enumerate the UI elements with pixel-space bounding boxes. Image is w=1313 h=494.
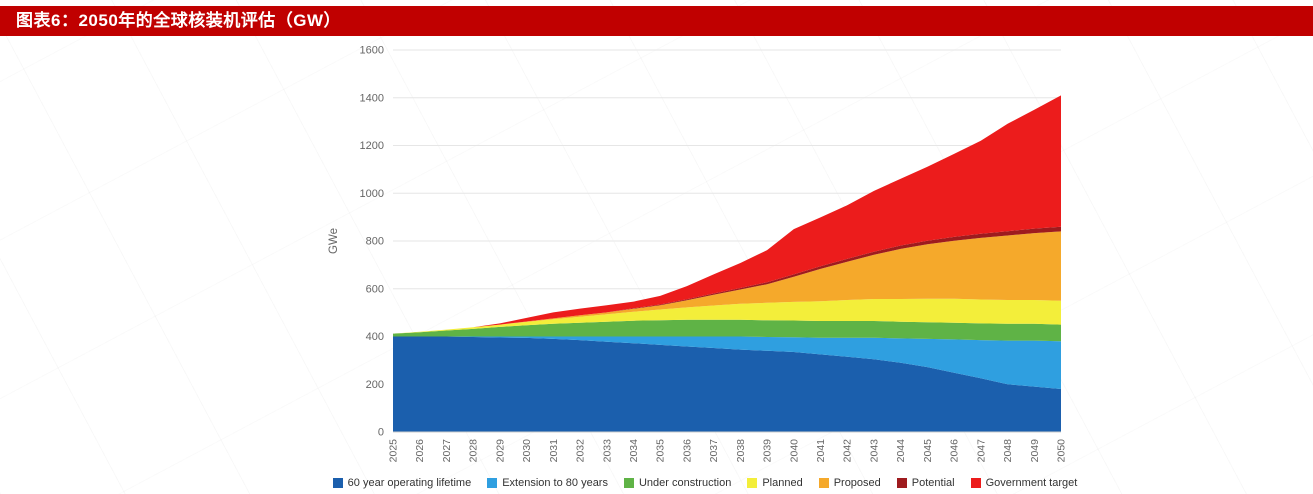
svg-text:2042: 2042	[842, 439, 854, 463]
legend-swatch	[747, 478, 758, 488]
svg-text:600: 600	[366, 283, 384, 295]
svg-text:2031: 2031	[548, 439, 560, 463]
svg-text:2040: 2040	[788, 439, 800, 463]
legend-swatch	[487, 478, 498, 488]
svg-text:1400: 1400	[360, 92, 384, 104]
legend-item: Government target	[970, 477, 1078, 489]
svg-text:2027: 2027	[441, 439, 453, 463]
legend-label: Potential	[911, 477, 955, 489]
legend-item: Under construction	[623, 477, 732, 489]
chart-area: 0 200 400 600 800 1000 1200 1400 1600 2025 2026 202…	[315, 40, 1095, 490]
svg-text:2032: 2032	[575, 439, 587, 463]
svg-text:200: 200	[366, 379, 384, 391]
svg-text:1600: 1600	[360, 45, 384, 57]
svg-text:2026: 2026	[414, 439, 426, 463]
svg-text:2034: 2034	[628, 439, 640, 463]
chart-legend: 60 year operating lifetime Extension to 8…	[315, 477, 1095, 489]
svg-text:2037: 2037	[708, 439, 720, 463]
svg-text:2035: 2035	[655, 439, 667, 463]
svg-text:2025: 2025	[388, 439, 400, 463]
svg-text:2048: 2048	[1002, 439, 1014, 463]
svg-text:2029: 2029	[494, 439, 506, 463]
svg-text:2047: 2047	[975, 439, 987, 463]
svg-text:0: 0	[378, 427, 384, 439]
legend-label: Planned	[762, 477, 803, 489]
legend-swatch	[623, 478, 634, 488]
legend-label: 60 year operating lifetime	[347, 477, 472, 489]
legend-label: Proposed	[833, 477, 881, 489]
svg-text:2045: 2045	[922, 439, 934, 463]
legend-swatch	[896, 478, 907, 488]
svg-text:400: 400	[366, 331, 384, 343]
legend-item: Extension to 80 years	[487, 477, 608, 489]
legend-swatch	[970, 478, 981, 488]
legend-swatch	[818, 478, 829, 488]
legend-item: 60 year operating lifetime	[332, 477, 472, 489]
svg-text:2039: 2039	[762, 439, 774, 463]
svg-text:800: 800	[366, 236, 384, 248]
legend-label: Extension to 80 years	[502, 477, 608, 489]
svg-text:2028: 2028	[468, 439, 480, 463]
svg-text:2049: 2049	[1029, 439, 1041, 463]
svg-text:1000: 1000	[360, 188, 384, 200]
chart-title: 图表6：2050年的全球核装机评估（GW）	[16, 11, 342, 30]
legend-item: Potential	[896, 477, 955, 489]
legend-label: Government target	[985, 477, 1078, 489]
svg-text:2046: 2046	[949, 439, 961, 463]
chart-title-banner: 图表6：2050年的全球核装机评估（GW）	[0, 6, 1313, 36]
svg-text:2033: 2033	[601, 439, 613, 463]
stacked-area-chart: 0 200 400 600 800 1000 1200 1400 1600 2025 2026 202…	[328, 45, 1068, 463]
svg-text:2041: 2041	[815, 439, 827, 463]
svg-text:2038: 2038	[735, 439, 747, 463]
legend-label: Under construction	[638, 477, 732, 489]
legend-item: Proposed	[818, 477, 881, 489]
svg-text:2043: 2043	[868, 439, 880, 463]
svg-text:GWe: GWe	[328, 228, 340, 254]
legend-item: Planned	[747, 477, 803, 489]
svg-text:2044: 2044	[895, 439, 907, 463]
svg-text:2036: 2036	[681, 439, 693, 463]
legend-swatch	[332, 478, 343, 488]
svg-text:1200: 1200	[360, 140, 384, 152]
svg-text:2030: 2030	[521, 439, 533, 463]
svg-text:2050: 2050	[1056, 439, 1068, 463]
